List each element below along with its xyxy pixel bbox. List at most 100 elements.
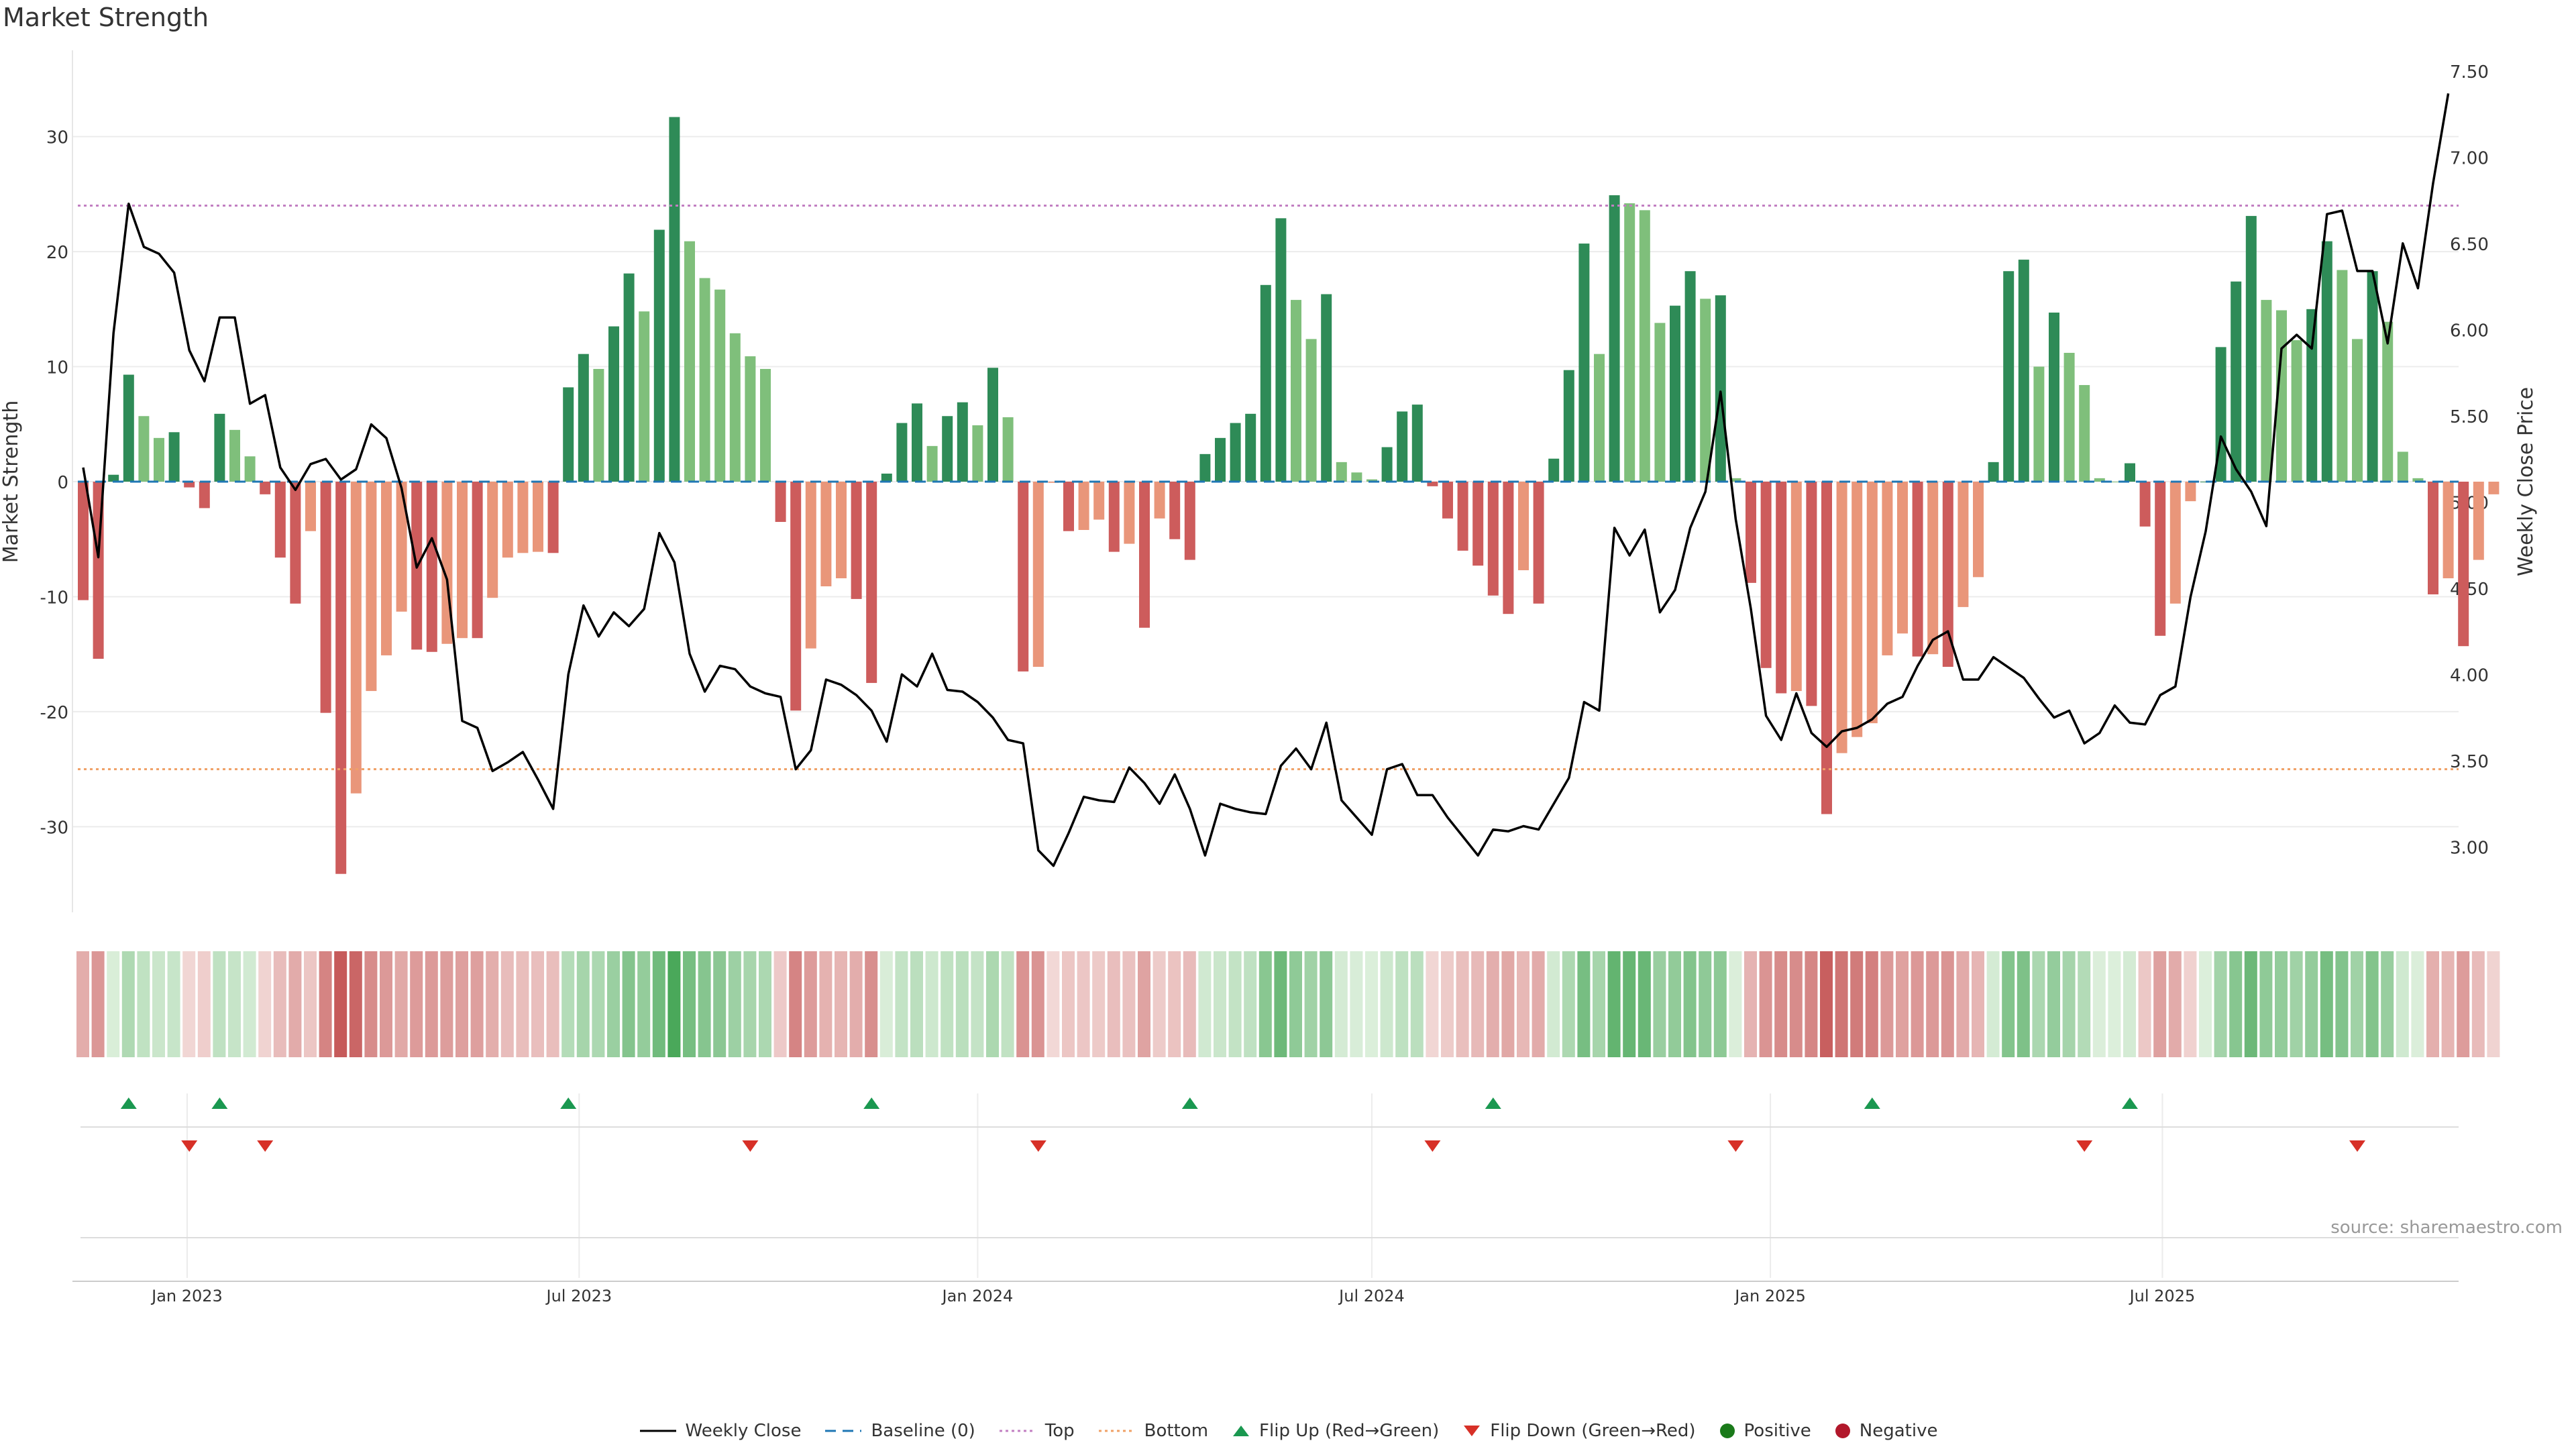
heat-cell — [410, 951, 423, 1057]
strength-bar — [593, 368, 604, 482]
heat-cell — [91, 951, 105, 1057]
strength-bar — [1897, 482, 1908, 634]
heat-cell — [2320, 951, 2333, 1057]
heat-cell — [804, 951, 817, 1057]
heat-cell — [380, 951, 392, 1057]
heat-cell — [1168, 951, 1181, 1057]
y2-tick-label: 4.50 — [2450, 580, 2489, 600]
heat-cell — [470, 951, 484, 1057]
heat-cell — [2017, 951, 2030, 1057]
heat-cell — [304, 951, 317, 1057]
heat-cell — [2199, 951, 2212, 1057]
flip-down-marker — [2349, 1140, 2365, 1152]
flip-up-marker — [1181, 1097, 1198, 1109]
x-tick-label: Jan 2025 — [1733, 1287, 1806, 1305]
strength-bar — [972, 425, 983, 482]
heat-cell — [1729, 951, 1742, 1057]
heat-cell — [440, 951, 453, 1057]
flip-down-marker — [742, 1140, 759, 1152]
strength-bar — [851, 482, 862, 599]
strength-bar — [2291, 340, 2302, 482]
y2-tick-label: 7.00 — [2450, 148, 2489, 168]
y-tick-label: 10 — [46, 358, 68, 378]
heat-cell — [683, 951, 696, 1057]
strength-bar — [805, 482, 816, 649]
heat-cell — [1713, 951, 1727, 1057]
heat-cell — [2441, 951, 2455, 1057]
heat-cell — [2351, 951, 2363, 1057]
legend-item-baseline: Baseline (0) — [824, 1421, 975, 1441]
strength-bar — [1746, 482, 1756, 583]
heat-cell — [394, 951, 408, 1057]
heat-cell — [486, 951, 499, 1057]
strength-bar — [987, 368, 998, 482]
strength-bar — [2321, 241, 2332, 482]
heat-cell — [1805, 951, 1818, 1057]
y2-axis-title: Weekly Close Price — [2514, 387, 2538, 576]
strength-bar — [1381, 447, 1393, 482]
strength-bar — [1169, 482, 1181, 539]
strength-bar — [78, 482, 89, 600]
strength-bar — [2458, 482, 2469, 647]
heat-cell — [1183, 951, 1196, 1057]
flip-up-marker — [1485, 1097, 1501, 1109]
strength-bar — [260, 482, 271, 494]
strength-bar — [350, 482, 362, 794]
strength-bar — [1215, 437, 1226, 482]
heat-cell — [622, 951, 635, 1057]
strength-bar — [912, 403, 922, 482]
heat-cell — [1138, 951, 1150, 1057]
baseline-swatch — [825, 1430, 862, 1432]
heat-cell — [2047, 951, 2060, 1057]
heat-cell — [1850, 951, 1864, 1057]
strength-bar — [1730, 478, 1741, 482]
strength-bar — [669, 117, 680, 482]
flip-down-marker — [257, 1140, 274, 1152]
heat-cell — [1774, 951, 1788, 1057]
strength-bar — [2139, 482, 2151, 527]
strength-bar — [1760, 482, 1772, 668]
strength-bar — [1457, 482, 1468, 551]
heat-cell — [1501, 951, 1515, 1057]
y2-tick-label: 6.00 — [2450, 321, 2489, 341]
heat-cell — [197, 951, 211, 1057]
reference-lines — [78, 93, 2459, 867]
axes: 3020100-10-20-307.507.006.506.005.505.00… — [0, 50, 2538, 1305]
heat-cell — [1562, 951, 1575, 1057]
heat-cell — [986, 951, 999, 1057]
legend-label-baseline: Baseline (0) — [871, 1421, 975, 1441]
strength-bar — [1351, 472, 1362, 482]
flip-up-marker — [211, 1097, 228, 1109]
heat-cell — [258, 951, 272, 1057]
strength-bar — [1851, 482, 1863, 737]
heat-cell — [955, 951, 969, 1057]
top-swatch — [999, 1430, 1036, 1432]
flip-down-triangle-icon — [1464, 1426, 1481, 1436]
y2-tick-label: 7.50 — [2450, 62, 2489, 83]
heat-cell — [2335, 951, 2349, 1057]
strength-bar — [1002, 417, 1014, 482]
heat-cell — [319, 951, 332, 1057]
x-tick-label: Jul 2025 — [2129, 1287, 2196, 1305]
strength-bar — [472, 482, 483, 639]
strength-bar — [1957, 482, 1969, 607]
legend-item-flip-up: Flip Up (Red→Green) — [1231, 1421, 1439, 1441]
x-tick-label: Jan 2023 — [150, 1287, 223, 1305]
strength-bar — [123, 374, 134, 482]
strength-bar — [1032, 482, 1044, 667]
flip-up-marker — [120, 1097, 137, 1109]
strength-bar — [1624, 203, 1635, 482]
heat-cell — [2002, 951, 2015, 1057]
strength-bar — [533, 482, 543, 552]
heat-cell — [652, 951, 665, 1057]
strength-bar — [2306, 309, 2318, 482]
heat-cell — [1471, 951, 1485, 1057]
heat-cell — [1941, 951, 1954, 1057]
y-tick-label: 30 — [46, 128, 68, 148]
flip-up-marker — [1864, 1097, 1880, 1109]
heat-cell — [76, 951, 89, 1057]
flip-up-marker — [863, 1097, 880, 1109]
heat-cell — [1456, 951, 1469, 1057]
strength-bar — [1927, 482, 1939, 655]
